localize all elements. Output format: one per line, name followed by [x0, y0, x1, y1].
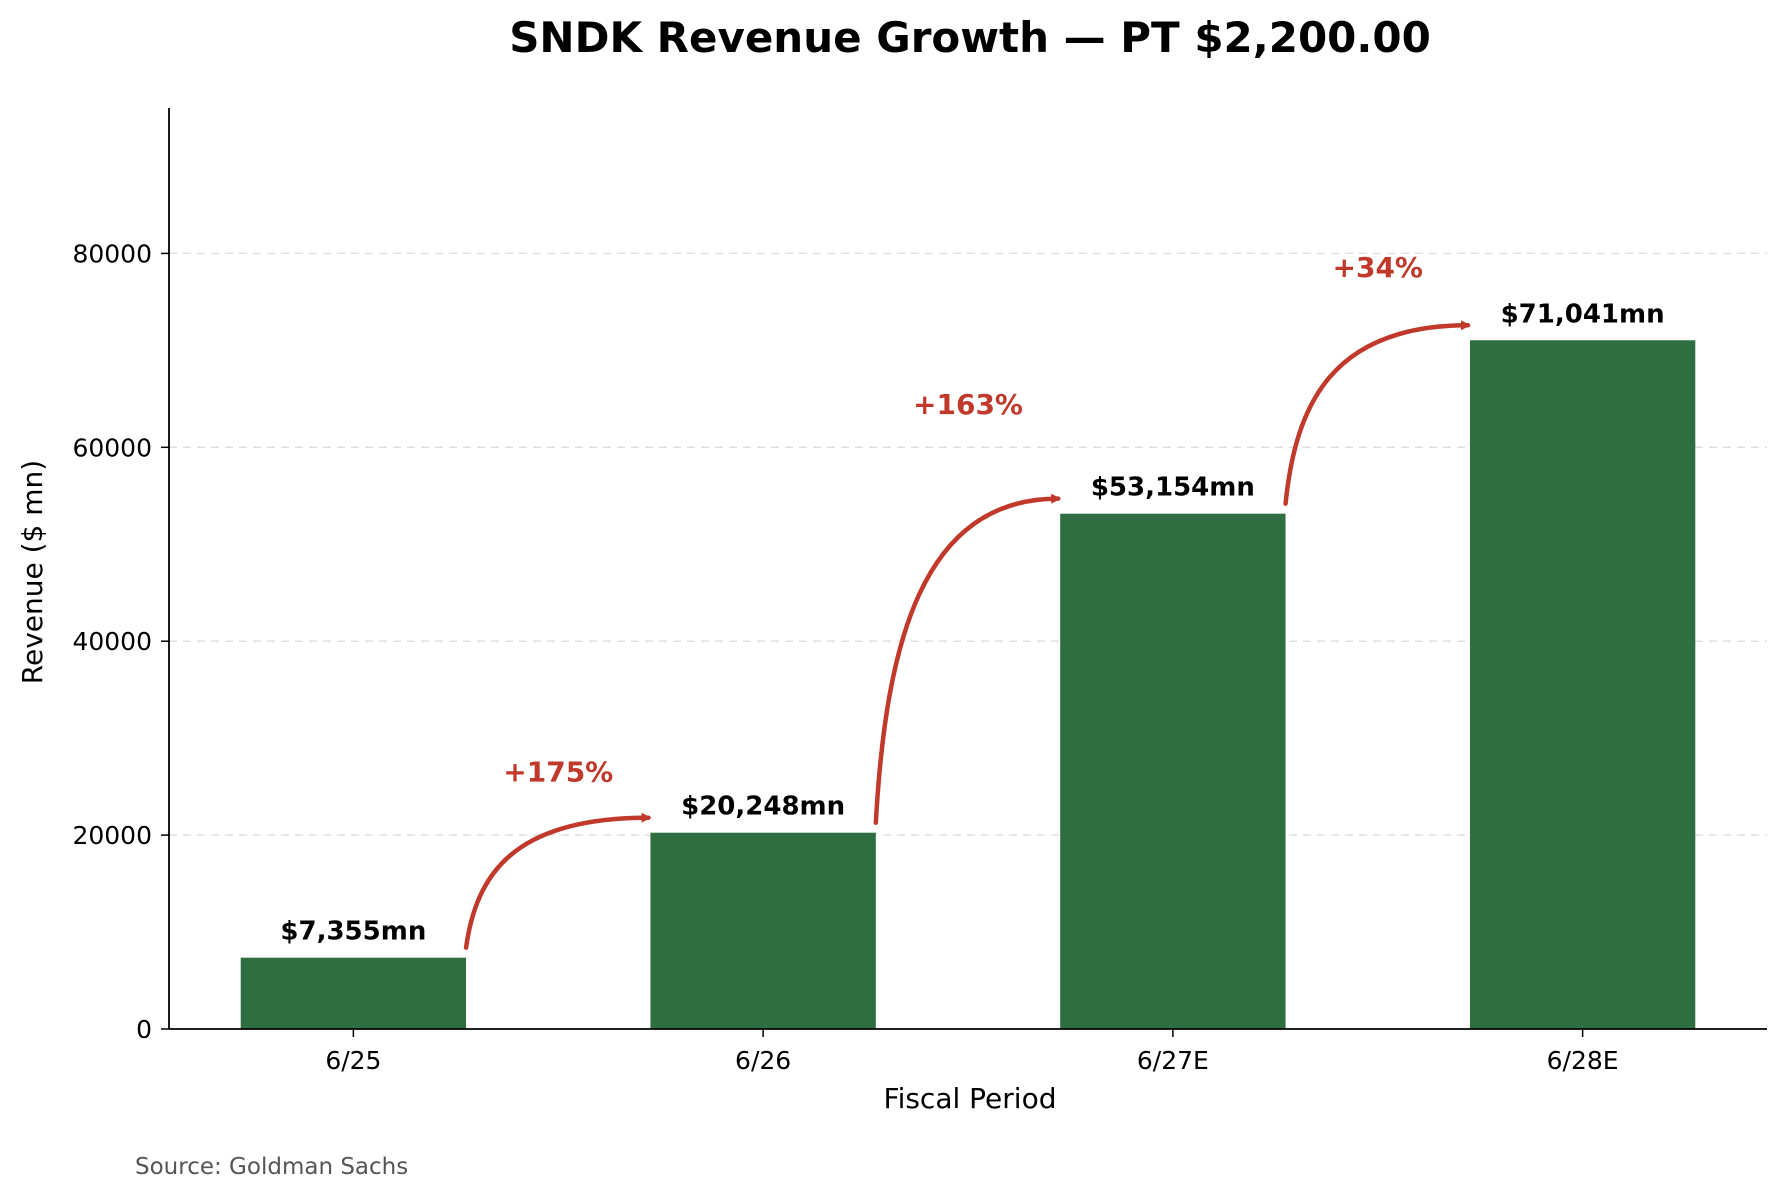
- x-tick-label: 6/26: [735, 1046, 791, 1075]
- x-tick-label: 6/28E: [1547, 1046, 1619, 1075]
- x-tick-label: 6/27E: [1137, 1046, 1209, 1075]
- growth-label: +34%: [1333, 251, 1423, 284]
- x-axis-label: Fiscal Period: [884, 1082, 1057, 1115]
- y-tick-label: 40000: [72, 627, 152, 656]
- growth-arrows: +175% +163% +34%: [463, 251, 1471, 950]
- bar-value-label: $20,248mn: [681, 792, 845, 822]
- bar-value-label: $53,154mn: [1091, 473, 1255, 503]
- chart-title: SNDK Revenue Growth — PT $2,200.00: [509, 13, 1431, 62]
- source-note: Source: Goldman Sachs: [135, 1154, 408, 1180]
- bar-6/28E: [1469, 340, 1696, 1029]
- y-tick-label: 60000: [72, 433, 152, 462]
- bar-6/26: [650, 832, 876, 1029]
- bar-value-label: $71,041mn: [1501, 299, 1665, 329]
- growth-arrow: [1283, 320, 1471, 506]
- value-labels: $7,355mn $20,248mn $53,154mn $71,041mn: [280, 299, 1664, 946]
- y-axis-label: Revenue ($ mn): [16, 460, 49, 684]
- x-axis-ticks: 6/25 6/26 6/27E 6/28E: [325, 1029, 1619, 1075]
- bars: [240, 340, 1696, 1029]
- y-tick-label: 20000: [72, 821, 152, 850]
- bar-value-label: $7,355mn: [280, 917, 426, 947]
- y-tick-label: 80000: [72, 239, 152, 268]
- growth-label: +175%: [503, 755, 613, 788]
- growth-label: +163%: [913, 388, 1023, 421]
- bar-6/25: [240, 957, 467, 1029]
- growth-arrow: [463, 812, 652, 950]
- axes: [168, 108, 1767, 1030]
- growth-arrow: [873, 493, 1062, 825]
- bar-6/27E: [1060, 513, 1286, 1029]
- y-axis-ticks: 0 20000 40000 60000 80000: [72, 239, 169, 1044]
- x-tick-label: 6/25: [325, 1046, 381, 1075]
- y-tick-label: 0: [136, 1015, 152, 1044]
